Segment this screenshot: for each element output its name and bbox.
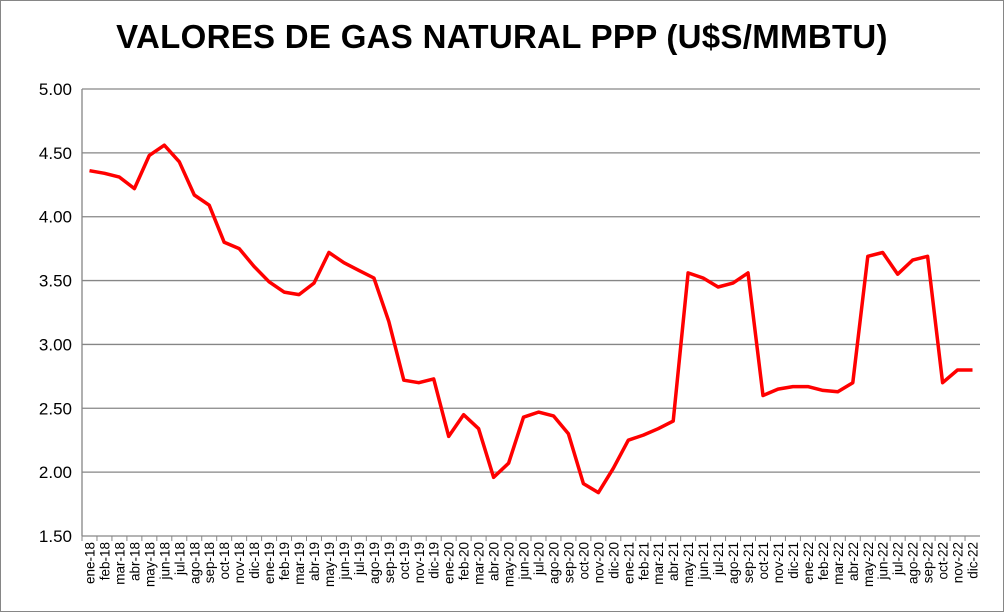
x-tick-label: dic-20 [606, 542, 621, 579]
x-tick-label: oct-20 [576, 542, 591, 580]
x-tick-label: oct-18 [217, 542, 232, 580]
x-tick-label: dic-21 [786, 542, 801, 579]
x-tick-label: abr-18 [127, 542, 142, 581]
x-tick-label: nov-18 [232, 542, 247, 583]
x-tick-label: may-19 [322, 542, 337, 587]
y-tick-label: 1.50 [39, 527, 72, 546]
x-tick-label: jul-22 [891, 542, 906, 576]
x-tick-label: nov-20 [591, 542, 606, 583]
x-tick-label: jun-18 [157, 542, 172, 581]
x-tick-label: mar-22 [831, 542, 846, 585]
x-tick-label: ago-21 [726, 542, 741, 584]
x-tick-label: dic-22 [966, 542, 981, 579]
x-tick-label: ene-22 [801, 542, 816, 584]
y-tick-label: 2.50 [39, 399, 72, 418]
x-tick-label: ago-20 [546, 542, 561, 584]
x-tick-label: sep-21 [741, 542, 756, 583]
x-tick-label: feb-19 [277, 542, 292, 580]
y-tick-label: 4.50 [39, 144, 72, 163]
x-tick-label: nov-19 [412, 542, 427, 583]
x-tick-label: jul-19 [352, 542, 367, 576]
x-tick-label: mar-20 [472, 542, 487, 585]
y-tick-label: 3.50 [39, 272, 72, 291]
x-tick-label: ene-20 [442, 542, 457, 584]
x-tick-label: abr-19 [307, 542, 322, 581]
x-tick-label: jun-19 [337, 542, 352, 581]
x-tick-label: oct-19 [397, 542, 412, 580]
x-tick-label: ene-18 [82, 542, 97, 584]
x-tick-label: abr-22 [846, 542, 861, 581]
x-tick-label: abr-21 [666, 542, 681, 581]
x-tick-label: oct-22 [936, 542, 951, 580]
y-tick-label: 4.00 [39, 208, 72, 227]
series-line [89, 143, 973, 495]
x-tick-label: ago-22 [906, 542, 921, 584]
x-tick-label: mar-19 [292, 542, 307, 585]
y-tick-label: 3.00 [39, 335, 72, 354]
x-tick-label: nov-21 [771, 542, 786, 583]
y-tick-label: 2.00 [39, 463, 72, 482]
x-tick-label: feb-20 [457, 542, 472, 580]
chart-title: VALORES DE GAS NATURAL PPP (U$S/MMBTU) [116, 18, 888, 55]
x-tick-label: jul-21 [711, 542, 726, 576]
x-tick-label: jul-20 [531, 542, 546, 576]
x-tick-label: ago-19 [367, 542, 382, 584]
x-tick-label: may-21 [681, 542, 696, 587]
x-tick-label: jul-18 [172, 542, 187, 576]
x-tick-label: nov-22 [951, 542, 966, 583]
x-tick-label: ago-18 [187, 542, 202, 584]
x-tick-label: may-20 [502, 542, 517, 587]
x-tick-label: sep-19 [382, 542, 397, 583]
x-tick-label: ene-19 [262, 542, 277, 584]
y-tick-label: 5.00 [39, 80, 72, 99]
x-tick-label: sep-18 [202, 542, 217, 583]
x-tick-label: dic-18 [247, 542, 262, 579]
x-tick-label: feb-22 [816, 542, 831, 580]
x-tick-label: feb-21 [636, 542, 651, 580]
x-tick-label: may-22 [861, 542, 876, 587]
x-tick-label: may-18 [142, 542, 157, 587]
x-tick-label: jun-21 [696, 542, 711, 581]
x-tick-label: jun-20 [517, 542, 532, 581]
x-tick-label: mar-21 [651, 542, 666, 585]
x-tick-label: abr-20 [487, 542, 502, 581]
x-tick-label: sep-22 [921, 542, 936, 583]
x-tick-label: jun-22 [876, 542, 891, 581]
x-tick-label: ene-21 [621, 542, 636, 584]
x-tick-label: oct-21 [756, 542, 771, 580]
x-tick-label: sep-20 [561, 542, 576, 583]
x-tick-label: feb-18 [97, 542, 112, 580]
x-tick-label: mar-18 [112, 542, 127, 585]
x-tick-label: dic-19 [427, 542, 442, 579]
